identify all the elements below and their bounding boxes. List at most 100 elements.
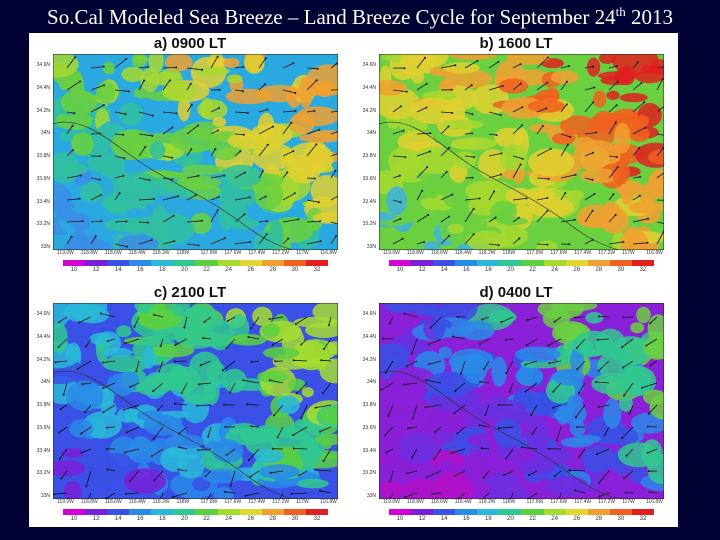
wind-vector-arrow — [162, 127, 173, 135]
longitude-tick-label: 118.8W — [406, 499, 424, 505]
wind-vector-head — [177, 195, 180, 198]
wind-vector-head — [598, 315, 600, 318]
longitude-tick-label: 116.8W — [646, 250, 663, 256]
wind-vector-head — [173, 240, 176, 243]
wind-vector-head — [249, 240, 252, 243]
wind-vector-head — [401, 237, 404, 240]
temperature-field-patch — [149, 141, 166, 160]
wind-vector-head — [447, 125, 450, 128]
wind-vector-head — [525, 197, 528, 200]
wind-vector-head — [106, 426, 108, 429]
wind-vector-head — [102, 411, 105, 414]
wind-vector-head — [322, 392, 325, 394]
wind-vector-arrow — [126, 426, 140, 433]
wind-vector-head — [405, 90, 408, 93]
latitude-tick-label: 33N — [40, 244, 50, 250]
wind-vector-head — [546, 81, 549, 84]
wind-vector-head — [640, 82, 643, 85]
temperature-field-patch — [476, 464, 498, 478]
wind-vector-arrow — [134, 316, 140, 328]
temperature-field-patch — [298, 77, 313, 109]
temperature-field-patch — [631, 412, 664, 434]
wind-vector-head — [568, 243, 571, 246]
temperature-field-patch — [69, 419, 94, 438]
wind-vector-head — [143, 79, 146, 82]
wind-vector-arrow — [306, 79, 317, 91]
temperature-field-patch — [617, 442, 660, 468]
wind-vector-head — [573, 316, 576, 319]
wind-vector-arrow — [464, 111, 473, 115]
wind-vector-arrow — [608, 121, 617, 135]
wind-vector-arrow — [488, 153, 502, 157]
temperature-field-patch — [620, 179, 635, 205]
latitude-tick-label: 33.4N — [36, 198, 50, 205]
latitude-tick-label: 34.6N — [36, 62, 50, 68]
wind-vector-head — [405, 365, 408, 368]
temperature-field-patch — [116, 407, 138, 423]
wind-vector-head — [242, 133, 245, 136]
temperature-field-patch — [160, 447, 189, 472]
wind-vector-arrow — [125, 492, 140, 495]
wind-vector-arrow — [503, 470, 514, 476]
wind-vector-head — [200, 219, 203, 222]
wind-vector-head — [127, 90, 130, 93]
longitude-tick-label: 117.4W — [574, 250, 592, 256]
temperature-colorbar — [63, 509, 328, 515]
wind-vector-arrow — [479, 424, 490, 428]
wind-vector-head — [567, 143, 569, 146]
wind-vector-head — [472, 156, 475, 159]
wind-vector-head — [592, 151, 594, 154]
wind-vector-head — [273, 414, 276, 417]
wind-vector-arrow — [90, 177, 100, 180]
wind-vector-head — [153, 479, 156, 482]
wind-vector-head — [410, 352, 413, 355]
wind-vector-head — [636, 61, 639, 64]
colorbar-tick-label: 14 — [114, 516, 122, 522]
wind-vector-arrow — [479, 338, 490, 345]
temperature-field-patch — [593, 90, 607, 108]
wind-vector-head — [387, 414, 390, 417]
wind-vector-arrow — [234, 111, 248, 114]
wind-vector-arrow — [273, 404, 284, 416]
wind-vector-arrow — [138, 111, 153, 116]
temperature-field-patch — [101, 347, 133, 358]
wind-vector-arrow — [574, 316, 586, 318]
wind-vector-arrow — [106, 426, 116, 428]
temperature-field-patch — [53, 322, 68, 354]
wind-vector-head — [249, 475, 252, 478]
temperature-field-patch — [630, 322, 645, 334]
wind-vector-arrow — [186, 220, 202, 223]
temperature-field-patch — [516, 447, 535, 462]
wind-vector-head — [172, 214, 175, 217]
wind-vector-arrow — [234, 133, 244, 136]
temperature-field-patch — [550, 70, 579, 85]
wind-vector-arrow — [521, 447, 538, 450]
wind-vector-arrow — [296, 382, 308, 394]
longitude-axis: 119.0W 118.8W 118.6W 118.4W 118.2W 118W 117.8W… — [53, 499, 338, 507]
temperature-field-patch — [447, 223, 464, 234]
wind-vector-arrow — [434, 426, 442, 433]
wind-vector-head — [222, 369, 224, 372]
panel-d-label: d) 0400 LT — [479, 284, 553, 301]
slide-title-year: 2013 — [625, 5, 673, 29]
temperature-field-patch — [312, 212, 338, 224]
wind-vector-head — [268, 379, 271, 382]
temperature-field-patch — [528, 148, 575, 177]
wind-vector-arrow — [416, 190, 423, 201]
temperature-field-patch — [573, 330, 613, 357]
wind-vector-arrow — [210, 175, 225, 179]
latitude-tick-label: 34.6N — [362, 311, 376, 317]
wind-vector-arrow — [488, 174, 502, 179]
wind-vector-arrow — [528, 492, 538, 499]
wind-vector-head — [380, 388, 383, 391]
latitude-tick-label: 33.2N — [36, 470, 50, 477]
wind-vector-head — [596, 453, 599, 456]
wind-vector-head — [197, 174, 200, 177]
temperature-field-patch — [398, 432, 439, 464]
wind-vector-head — [57, 346, 60, 348]
wind-vector-arrow — [306, 110, 315, 113]
longitude-tick-label: 118.2W — [152, 499, 170, 505]
wind-vector-arrow — [404, 492, 418, 498]
wind-vector-arrow — [464, 233, 475, 245]
wind-vector-head — [152, 438, 155, 441]
